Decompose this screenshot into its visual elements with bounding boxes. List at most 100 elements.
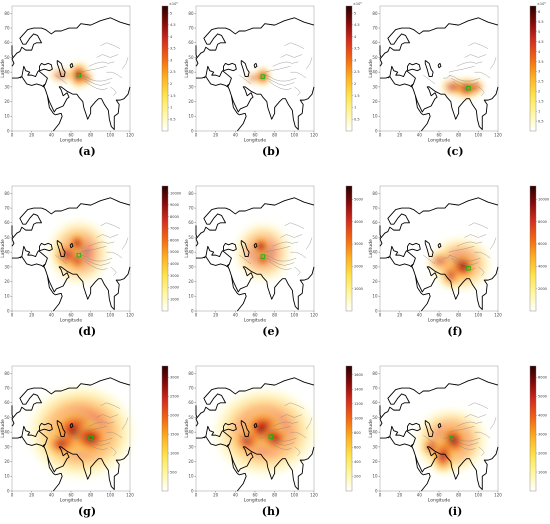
coastline — [379, 45, 382, 58]
contour-line — [264, 66, 291, 73]
source-marker — [88, 435, 93, 441]
coastline — [11, 197, 131, 247]
y-tick-label: 60 — [372, 220, 378, 225]
source-marker — [466, 86, 471, 91]
source-marker — [76, 252, 82, 258]
mountain-contours — [239, 42, 313, 96]
x-tick-label: 80 — [272, 133, 278, 138]
colorbar-tick-label: 3.5 — [354, 47, 360, 51]
contour-line — [280, 414, 303, 418]
density-hotspot — [439, 76, 467, 98]
contour-line — [82, 437, 111, 446]
y-tick-label: 80 — [188, 371, 194, 376]
y-tick-label: 10 — [4, 294, 10, 299]
map-panel-h: 0 20 40 60 80 100 12001020304050607080Longitud… — [184, 365, 363, 518]
coastline — [387, 256, 414, 268]
y-tick-label: 50 — [4, 55, 10, 60]
coastline — [407, 422, 421, 432]
contour-line — [464, 234, 487, 238]
contour-line — [305, 417, 313, 430]
contour-line — [88, 61, 115, 67]
coastline — [12, 245, 131, 310]
x-tick-label: 40 — [49, 313, 55, 318]
map-panel-e: 0 20 40 60 80 100 120 0 10 20 30 40 50 60 70 80 Longitud… — [184, 185, 363, 338]
x-axis-label: Longitude — [60, 498, 83, 504]
y-tick-label: 20 — [4, 99, 10, 104]
y-axis-label: Latitude — [368, 239, 374, 258]
contour-line — [110, 86, 117, 96]
coastlines — [195, 197, 315, 312]
coastline — [11, 45, 14, 58]
panel-caption: (a) — [78, 145, 96, 158]
colorbar-tick-label: 2000 — [538, 287, 547, 291]
y-tick-label: 60 — [188, 220, 194, 225]
contour-line — [442, 434, 451, 439]
contour-line — [266, 437, 295, 446]
coastline — [39, 422, 53, 432]
contour-line — [290, 71, 307, 79]
contour-line — [268, 440, 292, 451]
contour-line — [489, 417, 497, 430]
contour-line — [290, 251, 307, 259]
density-hotspot — [71, 420, 111, 456]
contour-line — [456, 421, 483, 427]
contour-line — [82, 257, 111, 266]
contour-line — [284, 402, 305, 409]
contour-line — [84, 80, 108, 91]
contour-line — [80, 426, 107, 433]
y-tick-label: 70 — [372, 385, 378, 390]
coastline — [195, 405, 198, 418]
x-tick-label: 60 — [68, 133, 74, 138]
y-tick-label: 70 — [4, 205, 10, 210]
coastline — [380, 425, 499, 490]
y-tick-label: 80 — [188, 11, 194, 16]
x-tick-label: 100 — [475, 133, 483, 138]
colorbar-tick-label: 1400 — [354, 387, 363, 391]
y-tick-label: 30 — [188, 444, 194, 449]
contour-line — [106, 251, 123, 259]
colorbar-tick-label: 4 — [354, 35, 357, 39]
coastline — [195, 377, 315, 427]
map-panel-c: 0 20 40 60 80 100 120 0 10 20 30 40 50 60 70 80 Longitud… — [368, 2, 546, 158]
coastlines — [11, 377, 131, 492]
contour-line — [74, 434, 83, 439]
contour-line — [290, 431, 307, 439]
contour-line — [423, 74, 436, 85]
y-axis-label: Latitude — [0, 59, 6, 78]
y-tick-label: 50 — [372, 415, 378, 420]
contour-line — [450, 257, 479, 266]
x-tick-label: 20 — [29, 493, 35, 498]
x-tick-label: 80 — [272, 313, 278, 318]
colorbar-tick-label: 1000 — [538, 470, 547, 474]
colorbar — [529, 185, 537, 312]
x-tick-label: 80 — [88, 493, 94, 498]
x-tick-label: 120 — [494, 133, 502, 138]
y-tick-label: 70 — [4, 385, 10, 390]
colorbar-tick-label: 1200 — [354, 402, 363, 406]
y-axis-label: Latitude — [368, 59, 374, 78]
y-tick-label: 80 — [4, 371, 10, 376]
colorbar-tick-label: 3 — [354, 58, 356, 62]
contour-line — [448, 246, 475, 253]
mountain-contours — [423, 222, 497, 276]
coastline — [230, 95, 247, 132]
y-tick-label: 40 — [188, 70, 194, 75]
coastline — [414, 95, 431, 132]
y-tick-label: 10 — [188, 474, 194, 479]
x-tick-label: 80 — [88, 133, 94, 138]
coastline — [56, 420, 66, 438]
y-tick-label: 40 — [4, 430, 10, 435]
coastline — [195, 45, 198, 58]
colorbar-tick-label: 2 — [354, 82, 356, 86]
panel-caption: (c) — [446, 145, 463, 158]
contour-line — [264, 254, 297, 262]
y-tick-label: 10 — [372, 474, 378, 479]
density-hotspot — [425, 249, 453, 273]
y-tick-label: 0 — [7, 488, 10, 493]
coastline — [46, 95, 63, 132]
contour-line — [305, 237, 313, 250]
y-tick-label: 60 — [188, 40, 194, 45]
x-tick-label: 20 — [29, 133, 35, 138]
colorbar-tick-label: 10000 — [170, 191, 181, 195]
contour-line — [121, 417, 129, 430]
